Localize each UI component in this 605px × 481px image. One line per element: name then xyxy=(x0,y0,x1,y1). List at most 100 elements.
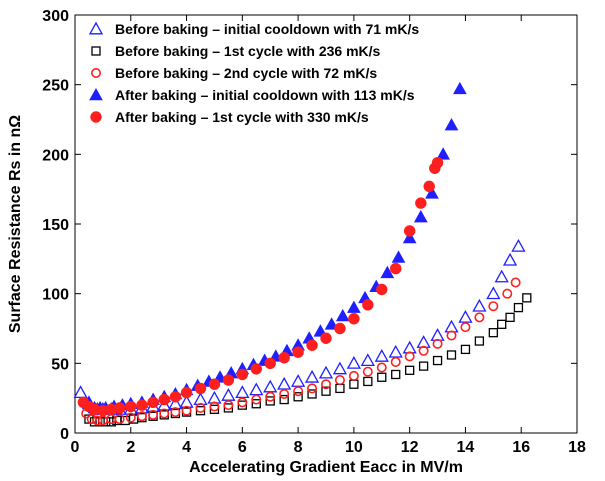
series-5-point xyxy=(334,322,346,335)
x-tick-label: 12 xyxy=(401,439,419,456)
series-5-point xyxy=(264,357,276,370)
legend-marker xyxy=(88,21,104,35)
series-3-point xyxy=(502,288,513,299)
series-5-point xyxy=(125,400,137,413)
series-3-point xyxy=(418,345,429,356)
series-3-point xyxy=(460,322,471,333)
series-2-point xyxy=(251,399,261,409)
series-5-point xyxy=(292,346,304,358)
series-4-point xyxy=(453,81,467,95)
series-2-point xyxy=(293,392,303,402)
series-5-point xyxy=(250,363,262,375)
series-1-point xyxy=(360,353,375,366)
series-4-point xyxy=(413,210,428,223)
series-5-point xyxy=(403,225,416,237)
legend-label: Before baking – 2nd cycle with 72 mK/s xyxy=(115,65,377,81)
series-5-point xyxy=(278,352,290,364)
series-2-point xyxy=(265,396,275,406)
x-tick-label: 14 xyxy=(457,439,475,456)
series-4-point xyxy=(324,317,339,330)
series-3-point xyxy=(320,379,331,390)
series-5-point xyxy=(194,382,207,395)
axis-ticks xyxy=(74,14,578,434)
series-1-point xyxy=(486,286,501,300)
series-1-point xyxy=(304,369,320,383)
series-2-point xyxy=(446,350,457,360)
series-3-point xyxy=(404,351,415,362)
y-tick-label: 150 xyxy=(42,217,69,234)
series-4-point xyxy=(436,147,450,160)
x-tick-label: 10 xyxy=(345,439,363,456)
series-3-point xyxy=(488,301,499,312)
series-2-point xyxy=(405,365,415,375)
series-4-point xyxy=(444,118,459,131)
legend-label: Before baking – initial cooldown with 71… xyxy=(115,21,419,37)
series-2-point xyxy=(505,312,515,323)
legend: Before baking – initial cooldown with 71… xyxy=(88,21,419,125)
series-5-point xyxy=(431,156,444,169)
series-5-point xyxy=(208,378,221,390)
series-1-point xyxy=(318,365,334,379)
series-2-point xyxy=(307,389,317,399)
series-2-point xyxy=(432,355,443,366)
series-3-point xyxy=(125,412,136,423)
y-tick-label: 50 xyxy=(51,356,69,373)
series-2-point xyxy=(321,386,331,396)
series-1-point xyxy=(511,238,526,252)
series-3-point xyxy=(376,362,387,373)
series-3-point xyxy=(159,408,170,419)
series-5-point xyxy=(236,368,249,381)
series-2-point xyxy=(460,344,471,355)
series-3-point xyxy=(474,312,485,323)
series-1-point xyxy=(332,361,348,375)
series-1-point xyxy=(494,269,509,283)
series-3-point xyxy=(148,409,159,420)
series-3-point xyxy=(446,330,457,341)
series-5-point xyxy=(306,339,318,351)
series-5-point xyxy=(348,313,360,325)
x-axis-label: Accelerating Gradient Eacc in MV/m xyxy=(189,459,463,476)
series-3-point xyxy=(510,277,521,288)
series-4-point xyxy=(347,300,361,313)
series-1-point xyxy=(472,298,487,312)
series-3-point xyxy=(195,402,206,413)
series-3-point xyxy=(92,415,103,426)
series-2-point xyxy=(497,319,507,329)
series-3-point xyxy=(170,407,181,418)
legend-marker xyxy=(90,111,102,123)
series-3-point xyxy=(390,356,401,367)
series-3-point xyxy=(237,397,248,408)
series-2-point xyxy=(391,369,401,380)
series-5-point xyxy=(147,396,159,409)
series-3-point xyxy=(209,401,220,412)
series-5-point xyxy=(169,391,182,403)
legend-marker xyxy=(89,87,103,101)
series-5 xyxy=(77,156,444,417)
series-2-point xyxy=(474,336,485,346)
y-tick-label: 100 xyxy=(42,287,69,304)
series-3-point xyxy=(114,414,125,425)
series-2-point xyxy=(363,376,373,387)
x-tick-label: 0 xyxy=(71,439,80,456)
y-tick-label: 250 xyxy=(42,78,69,95)
series-2-point xyxy=(377,372,387,382)
series-5-point xyxy=(136,399,148,411)
legend-marker xyxy=(91,46,101,56)
series-1-point xyxy=(346,355,361,369)
series-3-point xyxy=(265,391,276,402)
series-3-point xyxy=(181,405,192,416)
x-tick-label: 6 xyxy=(238,439,247,456)
series-5-point xyxy=(113,402,126,414)
series-4-point xyxy=(380,265,395,279)
series-1-point xyxy=(374,349,389,362)
series-3-point xyxy=(362,366,373,377)
legend-label: After baking – 1st cycle with 330 mK/s xyxy=(115,109,369,125)
axis-tick-labels: 0 2 4 6 8 10 12 14 16 18 0 50 100 150 200 250 300 xyxy=(42,8,586,456)
series-3-point xyxy=(223,400,234,411)
series-2-point xyxy=(418,361,429,371)
y-axis-label: Surface Resistance Rs in nΩ xyxy=(7,115,24,333)
series-3-point xyxy=(334,375,345,386)
data-points xyxy=(73,81,532,427)
series-5-point xyxy=(158,393,170,406)
